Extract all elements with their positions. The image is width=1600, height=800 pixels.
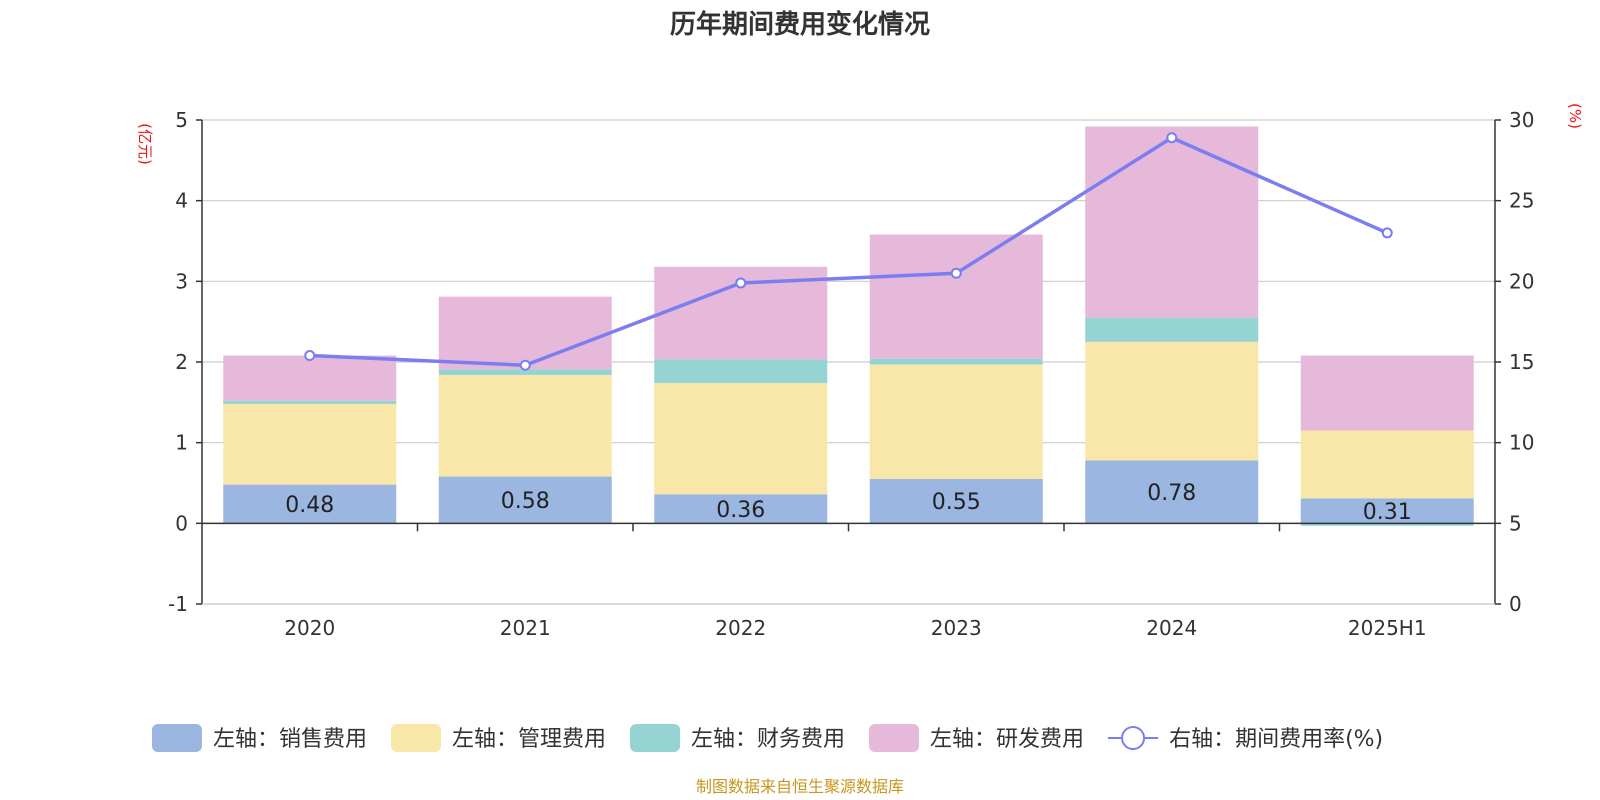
bar-finance-2022 (654, 359, 828, 383)
rate-point (1166, 132, 1178, 144)
sales-data-label: 0.55 (932, 490, 981, 515)
bar-finance-2024 (1085, 317, 1259, 342)
bar-sales-2022 (654, 494, 828, 524)
source-note: 制图数据来自恒生聚源数据库 (696, 777, 904, 796)
right-axis-unit: (%) (1566, 103, 1584, 129)
bar-rnd-2025H1 (1300, 355, 1474, 431)
rate-line-layer (304, 132, 1393, 371)
rate-point (519, 359, 531, 371)
right-tick-label: 20 (1509, 269, 1534, 293)
legend-marker-rate (1121, 726, 1146, 750)
legend-swatch-admin (391, 724, 442, 752)
sales-data-label: 0.36 (716, 498, 765, 523)
rate-point (1381, 227, 1393, 239)
legend-label-rate: 右轴：期间费用率(%) (1169, 727, 1383, 752)
legend-swatch-finance (630, 724, 681, 752)
right-tick-label: 15 (1509, 350, 1534, 374)
rate-point (304, 350, 316, 362)
left-tick-label: 1 (175, 431, 188, 455)
x-tick-label: 2020 (284, 616, 335, 640)
legend-label-finance: 左轴：财务费用 (691, 727, 845, 752)
legend-swatch-sales (152, 724, 202, 752)
bar-sales-2025H1 (1300, 498, 1474, 524)
left-tick-label: 4 (175, 189, 188, 213)
legend-label-rnd: 左轴：研发费用 (930, 727, 1084, 752)
bar-admin-2024 (1085, 341, 1259, 461)
bar-sales-2023 (869, 478, 1043, 524)
legend-swatch-rnd (869, 724, 920, 752)
x-tick-label: 2021 (500, 616, 551, 640)
legend-label-admin: 左轴：管理费用 (452, 727, 606, 752)
rate-line (309, 135, 1388, 367)
left-tick-label: 0 (175, 511, 188, 535)
x-tick-label: 2025H1 (1348, 616, 1427, 640)
left-tick-label: 2 (175, 350, 188, 374)
bar-sales-2020 (223, 484, 397, 524)
bar-admin-2023 (869, 364, 1043, 479)
data-labels: 0.48 0.58 0.36 0.55 0.78 0.31 (285, 481, 1411, 525)
bar-finance-2020 (223, 400, 397, 404)
bar-rnd-2023 (869, 234, 1043, 359)
left-tick-label: -1 (168, 592, 188, 616)
right-tick-label: 10 (1509, 431, 1534, 455)
left-tick-label: 5 (175, 108, 188, 132)
legend: 左轴：销售费用 左轴：管理费用 左轴：财务费用 左轴：研发费用 右轴：期间费用率(%) (152, 724, 1383, 752)
x-tick-label: 2022 (715, 616, 766, 640)
bar-rnd-2024 (1085, 126, 1259, 318)
bar-layer (223, 126, 1474, 526)
rate-point (950, 267, 962, 279)
rate-point (735, 277, 747, 289)
bar-rnd-2021 (438, 296, 612, 370)
bar-admin-2021 (438, 374, 612, 477)
bar-rnd-2020 (223, 355, 397, 401)
chart-title: 历年期间费用变化情况 (670, 9, 930, 40)
bar-finance-2021 (438, 369, 612, 375)
right-tick-label: 25 (1509, 189, 1534, 213)
right-tick-label: 5 (1509, 511, 1522, 535)
bar-sales-2024 (1085, 460, 1259, 524)
bar-sales-2021 (438, 476, 612, 524)
right-tick-label: 30 (1509, 108, 1534, 132)
sales-data-label: 0.78 (1147, 481, 1196, 506)
sales-data-label: 0.58 (501, 489, 550, 514)
bar-finance-2023 (869, 358, 1043, 365)
x-tick-label: 2023 (931, 616, 982, 640)
bar-admin-2022 (654, 382, 828, 495)
legend-label-sales: 左轴：销售费用 (213, 727, 367, 752)
sales-data-label: 0.48 (285, 493, 334, 518)
left-axis-unit: (亿元) (136, 123, 154, 165)
bar-finance-2025H1 (1300, 523, 1474, 526)
left-tick-label: 3 (175, 269, 188, 293)
bar-admin-2020 (223, 403, 397, 485)
x-tick-label: 2024 (1146, 616, 1197, 640)
right-tick-label: 0 (1509, 592, 1522, 616)
bar-admin-2025H1 (1300, 430, 1474, 499)
sales-data-label: 0.31 (1363, 500, 1412, 525)
